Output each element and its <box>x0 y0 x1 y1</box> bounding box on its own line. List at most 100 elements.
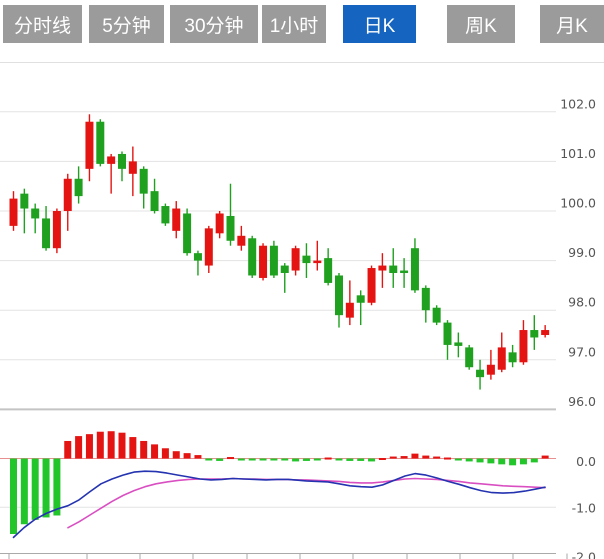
tab-monthly-k[interactable]: 月K <box>540 5 604 43</box>
macd-bar <box>42 458 50 518</box>
candlestick <box>443 320 452 360</box>
candlestick <box>454 332 463 358</box>
candle-body <box>378 265 387 271</box>
macd-bar <box>368 458 376 462</box>
candlestick <box>118 151 126 182</box>
candle-body <box>74 178 83 197</box>
candle-body <box>150 191 159 211</box>
candlestick <box>400 258 409 288</box>
candle-body <box>248 238 257 276</box>
tab-weekly-k[interactable]: 周K <box>447 5 515 43</box>
macd-bar <box>476 458 484 463</box>
candle-body <box>367 268 376 303</box>
candle-body <box>454 342 463 346</box>
tab-daily-k[interactable]: 日K <box>343 5 416 43</box>
candlestick <box>313 240 322 271</box>
candlestick <box>530 315 539 350</box>
macd-bar <box>281 458 289 461</box>
candle-body <box>400 270 409 274</box>
candle-body <box>302 255 311 264</box>
tab-5min[interactable]: 5分钟 <box>89 5 164 43</box>
macd-bar <box>248 458 256 461</box>
macd-bar <box>509 458 517 466</box>
candle-body <box>96 121 105 164</box>
macd-bar <box>118 432 126 459</box>
candlestick <box>248 235 257 278</box>
candlestick <box>107 153 116 194</box>
candlestick <box>237 225 246 251</box>
dea-line <box>67 477 546 529</box>
macd-bar <box>183 453 191 459</box>
candlestick <box>541 325 550 338</box>
macd-bar <box>530 458 538 463</box>
candlestick <box>96 119 105 167</box>
candlestick <box>378 253 387 288</box>
candlestick <box>63 173 72 231</box>
candlestick <box>259 243 268 281</box>
candle-body <box>508 352 517 363</box>
candlestick <box>508 344 517 368</box>
candlestick <box>335 273 343 328</box>
candle-body <box>541 330 550 335</box>
candlestick <box>150 178 159 214</box>
candlestick <box>476 359 485 390</box>
candle-body <box>204 228 213 266</box>
dif-line <box>12 470 546 539</box>
candle-body <box>465 347 474 368</box>
candle-body <box>172 208 181 231</box>
price-axis-label: 100.0 <box>560 196 596 211</box>
macd-bar <box>433 456 441 459</box>
macd-bar <box>85 434 93 459</box>
price-axis-label: 97.0 <box>568 344 596 359</box>
macd-bar <box>227 457 234 460</box>
candlestick <box>465 344 474 370</box>
chart-top-border <box>0 62 604 63</box>
candle-body <box>530 330 539 338</box>
candle-body <box>389 265 398 273</box>
price-axis-label: 101.0 <box>560 146 596 161</box>
candlestick <box>85 114 94 182</box>
macd-bar <box>172 451 180 459</box>
candlestick <box>193 250 202 276</box>
macd-bar <box>96 431 104 459</box>
tab-timeline[interactable]: 分时线 <box>3 5 82 43</box>
candlestick <box>356 290 365 326</box>
candlestick <box>432 305 441 326</box>
macd-bar <box>422 455 430 459</box>
candle-body <box>345 302 354 318</box>
candlestick <box>410 238 419 293</box>
candlestick <box>9 191 18 231</box>
candlestick <box>226 183 235 246</box>
macd-axis-label: 0.0 <box>576 454 596 469</box>
tab-30min[interactable]: 30分钟 <box>170 5 258 43</box>
candle-body <box>85 121 94 169</box>
macd-bar <box>259 458 267 461</box>
candle-body <box>31 208 40 219</box>
candlestick <box>367 265 376 306</box>
candle-body <box>161 206 170 224</box>
macd-bar <box>53 458 61 516</box>
tab-1hour[interactable]: 1小时 <box>262 5 326 43</box>
macd-bar <box>75 436 83 459</box>
candlestick <box>486 349 495 380</box>
candlestick <box>421 285 430 323</box>
macd-bar <box>161 448 169 459</box>
macd-bar <box>292 458 300 462</box>
candlestick <box>324 248 333 286</box>
candlestick <box>128 146 137 197</box>
candlestick <box>269 240 278 278</box>
candle-body <box>139 168 148 194</box>
candlestick <box>204 225 213 273</box>
candlestick <box>74 166 83 204</box>
candle-body <box>335 275 343 316</box>
candle-body <box>20 193 29 209</box>
macd-bar <box>10 458 17 534</box>
candle-body <box>476 369 485 378</box>
candle-body <box>226 215 235 241</box>
macd-bar <box>31 458 39 520</box>
macd-bar <box>411 453 419 459</box>
macd-axis-label: -2.0 <box>572 549 596 559</box>
macd-axis-label: -1.0 <box>572 501 596 516</box>
candle-body <box>443 322 452 345</box>
